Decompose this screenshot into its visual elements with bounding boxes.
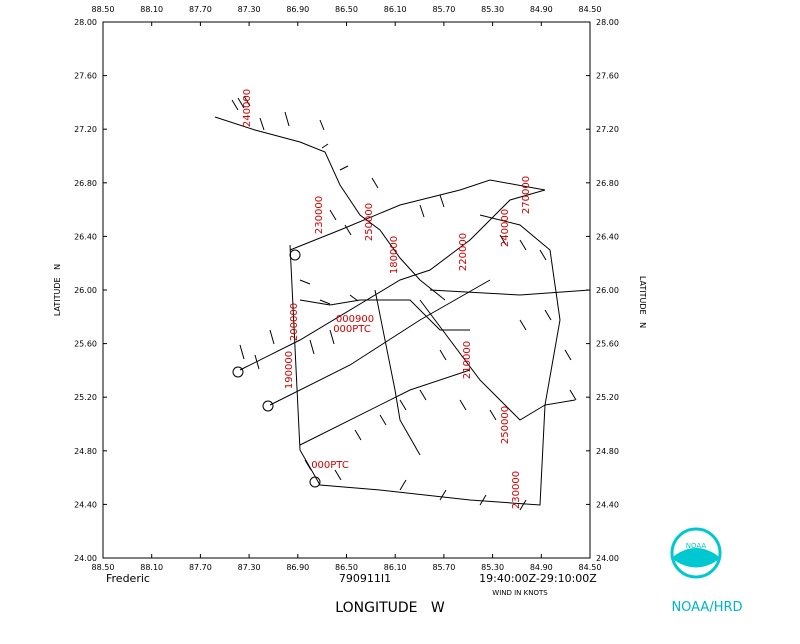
time-annotation: 180000 xyxy=(389,236,400,274)
y-tick-label-right: 24.80 xyxy=(596,447,619,456)
y-tick-label-right: 25.20 xyxy=(596,393,619,402)
y-tick-label: 27.60 xyxy=(74,72,97,81)
y-tick-label-right: 27.60 xyxy=(596,72,619,81)
time-annotation: 000PTC xyxy=(333,324,371,335)
wind-units: WIND IN KNOTS xyxy=(492,589,548,597)
time-annotation: 210000 xyxy=(462,341,473,379)
time-annotation: 250000 xyxy=(500,406,511,444)
y-tick-label: 26.80 xyxy=(74,179,97,188)
y-tick-label: 26.00 xyxy=(74,286,97,295)
x-tick-label: 84.90 xyxy=(530,563,553,572)
x-tick-label: 84.50 xyxy=(579,563,602,572)
x-tick-label: 85.70 xyxy=(432,563,455,572)
x-axis-label: LONGITUDE W xyxy=(335,600,445,616)
turn-loop xyxy=(309,476,321,488)
y-tick-label: 24.40 xyxy=(74,500,97,509)
credit: NOAA/HRD xyxy=(671,600,742,615)
x-tick-label-top: 85.30 xyxy=(481,5,504,14)
y-tick-label-right: 24.40 xyxy=(596,500,619,509)
x-tick-label: 88.50 xyxy=(92,563,115,572)
x-tick-label-top: 85.70 xyxy=(432,5,455,14)
x-tick-label-top: 87.70 xyxy=(189,5,212,14)
x-tick-label-top: 88.10 xyxy=(140,5,163,14)
time-annotation: 190000 xyxy=(284,351,295,389)
y-axis-label: LATITUDE N xyxy=(53,264,62,316)
y-tick-label-right: 25.60 xyxy=(596,340,619,349)
flight-track xyxy=(214,116,591,506)
x-tick-label: 88.10 xyxy=(140,563,163,572)
time-annotation: 200000 xyxy=(289,303,300,341)
noaa-logo: NOAA xyxy=(670,527,722,579)
x-tick-label-top: 84.90 xyxy=(530,5,553,14)
x-tick-label-top: 86.10 xyxy=(384,5,407,14)
turn-loop xyxy=(289,249,301,261)
x-tick-label: 87.30 xyxy=(238,563,261,572)
x-tick-label: 86.90 xyxy=(286,563,309,572)
x-tick-label-top: 88.50 xyxy=(92,5,115,14)
y-tick-label: 24.00 xyxy=(74,554,97,563)
y-tick-label-right: 26.80 xyxy=(596,179,619,188)
time-range: 19:40:00Z-29:10:00Z xyxy=(479,572,597,585)
y-tick-label: 25.60 xyxy=(74,340,97,349)
y-tick-label: 24.80 xyxy=(74,447,97,456)
storm-name: Frederic xyxy=(106,572,150,585)
y-tick-label: 27.20 xyxy=(74,125,97,134)
y-tick-label: 25.20 xyxy=(74,393,97,402)
y-axis-label-right: LATITUDE N xyxy=(638,276,647,328)
x-tick-label-top: 84.50 xyxy=(579,5,602,14)
logo-text: NOAA xyxy=(686,542,707,550)
x-tick-label-top: 87.30 xyxy=(238,5,261,14)
y-tick-label-right: 28.00 xyxy=(596,18,619,27)
x-tick-label-top: 86.90 xyxy=(286,5,309,14)
x-tick-label-top: 86.50 xyxy=(335,5,358,14)
y-tick-label: 28.00 xyxy=(74,18,97,27)
y-tick-label: 26.40 xyxy=(74,232,97,241)
time-annotation: 270000 xyxy=(521,176,532,214)
time-annotation: 220000 xyxy=(458,233,469,271)
time-annotation: 000900 xyxy=(336,314,374,325)
x-tick-label: 86.10 xyxy=(384,563,407,572)
x-tick-label: 87.70 xyxy=(189,563,212,572)
time-annotation: 240000 xyxy=(500,209,511,247)
y-tick-label-right: 26.40 xyxy=(596,232,619,241)
x-tick-label: 86.50 xyxy=(335,563,358,572)
time-annotation: 230000 xyxy=(511,471,522,509)
time-annotation: 240000 xyxy=(242,89,253,127)
x-tick-label: 85.30 xyxy=(481,563,504,572)
flight-id: 790911I1 xyxy=(339,572,391,585)
wind-barbs xyxy=(231,95,577,511)
time-annotation: 250000 xyxy=(364,203,375,241)
y-tick-label-right: 26.00 xyxy=(596,286,619,295)
y-tick-label-right: 24.00 xyxy=(596,554,619,563)
turn-loop xyxy=(232,366,244,378)
time-annotation: 230000 xyxy=(314,196,325,234)
y-tick-label-right: 27.20 xyxy=(596,125,619,134)
time-annotation: 000PTC xyxy=(311,460,349,471)
turn-loop xyxy=(262,400,274,412)
